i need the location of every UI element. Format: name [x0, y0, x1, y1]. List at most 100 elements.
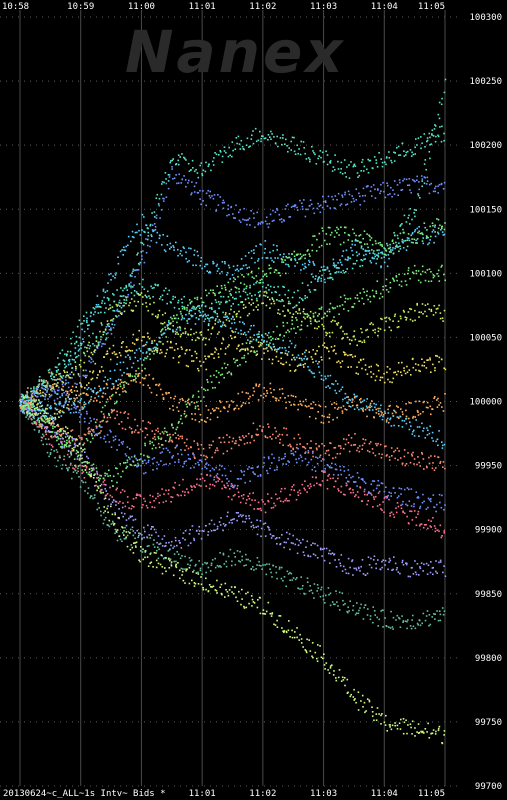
data-point	[325, 334, 328, 337]
data-point	[146, 351, 148, 353]
data-point	[218, 319, 221, 321]
data-point	[205, 455, 207, 458]
data-point	[210, 586, 212, 588]
data-point	[199, 311, 202, 314]
data-point	[160, 554, 163, 556]
data-point	[399, 181, 401, 184]
data-point	[278, 272, 281, 274]
data-point	[387, 568, 389, 571]
data-point	[118, 444, 120, 446]
data-point	[93, 494, 96, 496]
data-point	[430, 182, 432, 185]
data-point	[38, 376, 41, 378]
data-point	[236, 478, 239, 480]
data-point	[178, 539, 180, 542]
data-point	[248, 515, 250, 517]
data-point	[110, 505, 112, 508]
data-point	[375, 719, 378, 721]
data-point	[378, 453, 380, 455]
data-point	[291, 629, 293, 632]
data-point	[430, 371, 432, 373]
data-point	[184, 400, 187, 403]
data-point	[126, 461, 129, 464]
data-point	[379, 443, 382, 446]
data-point	[331, 231, 333, 234]
data-point	[247, 297, 250, 299]
data-point	[238, 495, 240, 498]
data-point	[120, 302, 122, 304]
data-point	[153, 539, 155, 541]
data-point	[87, 402, 90, 404]
data-point	[431, 129, 434, 131]
data-point	[170, 561, 173, 563]
data-point	[205, 204, 207, 207]
data-point	[240, 495, 243, 497]
data-point	[426, 359, 428, 361]
data-point	[251, 499, 253, 501]
data-point	[271, 297, 273, 299]
data-point	[288, 256, 290, 259]
data-point	[346, 484, 348, 486]
data-point	[30, 418, 32, 420]
data-point	[174, 539, 177, 542]
data-point	[322, 325, 325, 328]
data-point	[151, 313, 154, 316]
data-point	[257, 222, 260, 224]
data-point	[347, 480, 349, 483]
data-point	[127, 293, 130, 296]
data-point	[227, 281, 230, 284]
data-point	[185, 257, 187, 260]
data-point	[178, 173, 180, 176]
data-point	[83, 330, 86, 333]
data-point	[368, 442, 371, 445]
data-point	[112, 320, 114, 322]
data-point	[351, 243, 354, 246]
data-point	[387, 193, 389, 196]
data-point	[263, 252, 266, 254]
data-point	[197, 408, 200, 411]
data-point	[177, 494, 180, 497]
data-point	[294, 578, 297, 581]
data-point	[293, 255, 296, 258]
data-point	[374, 240, 377, 242]
data-point	[161, 299, 164, 301]
data-point	[106, 398, 109, 401]
data-point	[321, 414, 323, 417]
data-point	[64, 464, 67, 466]
data-point	[248, 498, 251, 500]
data-point	[170, 396, 172, 399]
data-point	[291, 253, 293, 255]
data-point	[170, 540, 173, 543]
data-point	[109, 304, 111, 306]
data-point	[310, 203, 313, 206]
data-point	[36, 419, 38, 422]
data-point	[142, 384, 145, 386]
data-point	[127, 373, 130, 375]
data-point	[269, 307, 271, 309]
data-point	[397, 571, 400, 573]
data-point	[392, 568, 394, 571]
data-point	[398, 450, 400, 452]
data-point	[209, 483, 211, 486]
data-point	[274, 269, 277, 271]
data-point	[404, 239, 407, 242]
data-point	[401, 188, 404, 191]
data-point	[428, 498, 431, 501]
data-point	[316, 457, 319, 459]
data-point	[208, 446, 211, 449]
data-point	[434, 613, 436, 615]
data-point	[347, 259, 349, 261]
data-point	[132, 333, 135, 336]
data-point	[67, 363, 70, 366]
data-point	[374, 495, 377, 498]
data-point	[345, 271, 347, 273]
data-point	[68, 441, 70, 443]
data-point	[390, 492, 392, 494]
data-point	[77, 467, 79, 470]
data-point	[372, 452, 375, 454]
data-point	[273, 457, 275, 459]
data-point	[333, 447, 335, 449]
data-point	[237, 332, 240, 334]
data-point	[148, 353, 151, 355]
data-point	[50, 377, 53, 380]
